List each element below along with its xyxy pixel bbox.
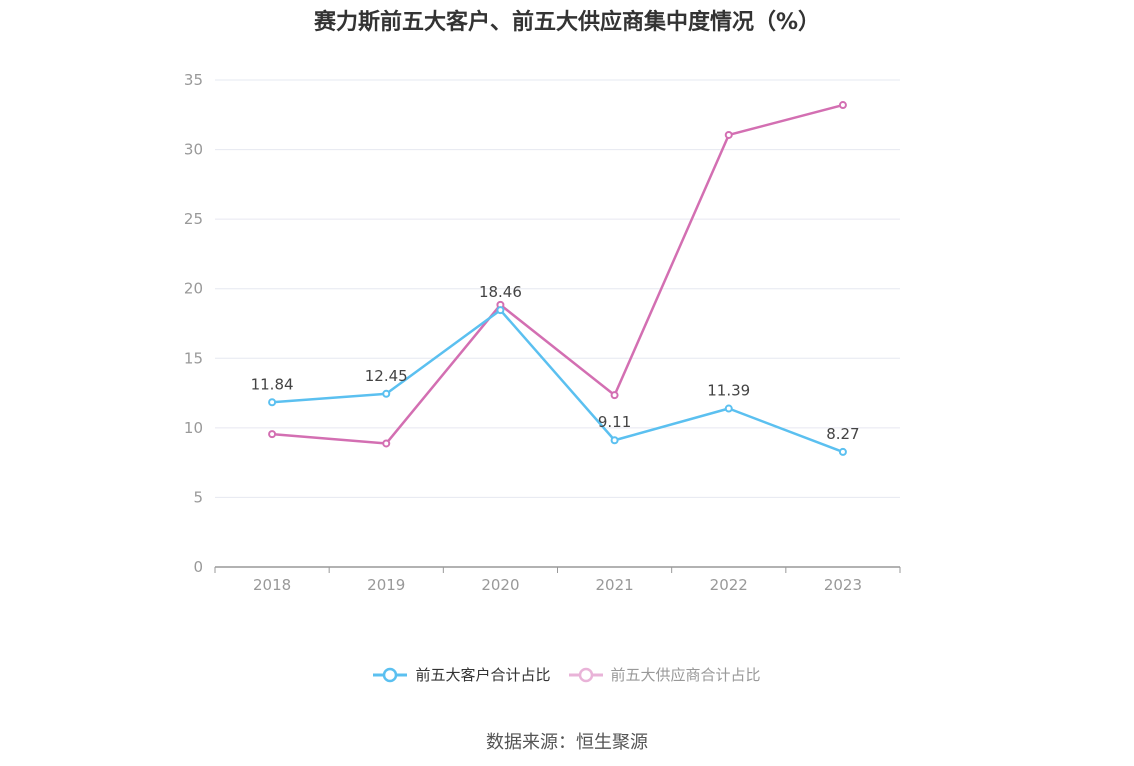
legend-item-customers[interactable]: 前五大客户合计占比 (373, 664, 551, 685)
y-tick-label: 30 (184, 141, 203, 159)
y-tick-label: 15 (184, 349, 203, 367)
y-tick-label: 35 (184, 71, 203, 89)
axes: 0 5 10 15 20 25 30 35 2018 2019 2020 2021 2022 2023 (184, 71, 901, 594)
x-tick-label: 2022 (710, 576, 748, 594)
x-tick-label: 2019 (367, 576, 405, 594)
data-source: 数据来源：恒生聚源 (486, 732, 648, 753)
grid-lines (215, 79, 900, 498)
x-tick-label: 2023 (824, 576, 862, 594)
x-tick-label: 2020 (481, 576, 519, 594)
x-tick-label: 2018 (253, 576, 291, 594)
data-point-suppliers[interactable] (610, 391, 619, 400)
data-point-suppliers[interactable] (724, 130, 733, 139)
data-label-customers: 11.84 (251, 375, 294, 393)
data-point-customers[interactable] (268, 398, 277, 407)
data-point-suppliers[interactable] (268, 430, 277, 439)
y-tick-label: 20 (184, 280, 203, 298)
data-label-customers: 9.11 (598, 413, 631, 431)
data-point-suppliers[interactable] (838, 101, 847, 110)
data-label-customers: 8.27 (826, 425, 859, 443)
data-label-customers: 12.45 (365, 367, 408, 385)
data-label-customers: 18.46 (479, 283, 522, 301)
legend-customers-label: 前五大客户合计占比 (415, 666, 551, 684)
y-tick-label: 5 (193, 488, 203, 506)
legend-customers-marker (373, 667, 408, 682)
data-point-customers[interactable] (724, 404, 733, 413)
series-line-customers (271, 308, 844, 454)
data-point-customers[interactable] (382, 389, 391, 398)
legend: 前五大客户合计占比 前五大供应商合计占比 (0, 664, 1134, 685)
data-point-suppliers[interactable] (382, 439, 391, 448)
y-tick-label: 10 (184, 419, 203, 437)
chart-title: 赛力斯前五大客户、前五大供应商集中度情况（%） (313, 10, 821, 35)
data-labels: 11.84 12.45 18.46 9.11 11.39 8.27 (251, 283, 860, 443)
y-tick-label: 25 (184, 210, 203, 228)
series (268, 101, 847, 456)
y-tick-label: 0 (193, 558, 203, 576)
series-line-suppliers (271, 103, 844, 445)
x-tick-label: 2021 (595, 576, 633, 594)
data-point-customers[interactable] (610, 436, 619, 445)
data-label-customers: 11.39 (707, 382, 750, 400)
legend-suppliers-marker (568, 667, 603, 682)
data-point-customers[interactable] (496, 306, 505, 315)
legend-suppliers-label: 前五大供应商合计占比 (610, 666, 761, 684)
legend-item-suppliers[interactable]: 前五大供应商合计占比 (568, 664, 761, 685)
data-point-customers[interactable] (838, 447, 847, 456)
